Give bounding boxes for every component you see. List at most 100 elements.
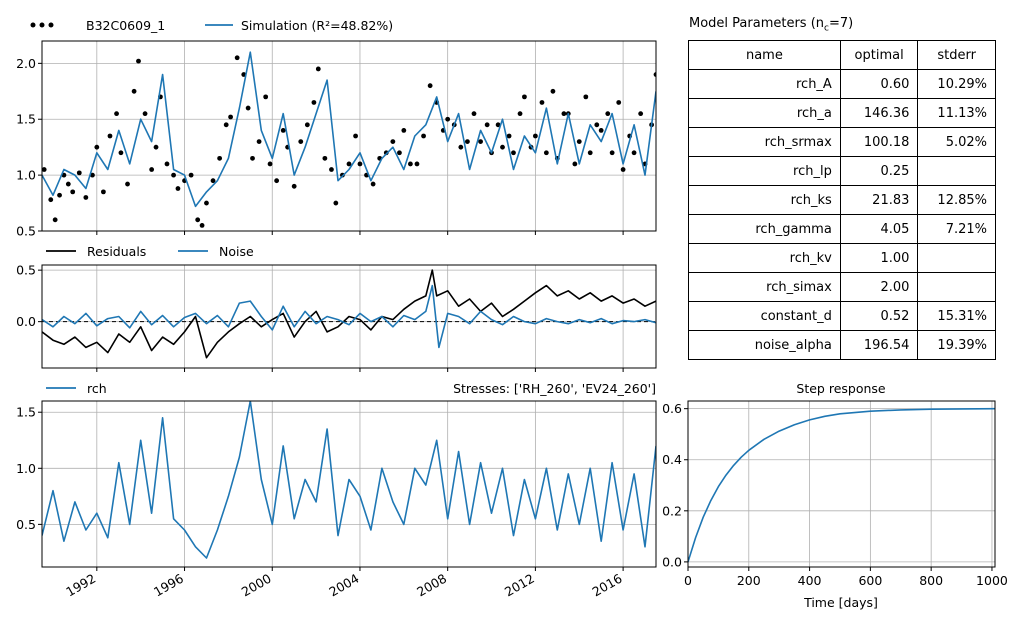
panel-residuals: 0.0 0.5	[16, 263, 657, 372]
tick-label-x: 2004	[326, 571, 361, 600]
tick-label-x: 2008	[414, 571, 449, 600]
data-point	[188, 172, 194, 178]
series-line	[42, 51, 656, 208]
series-group	[42, 401, 656, 559]
tick-label-x: 2000	[239, 571, 274, 600]
tick-label-x: 600	[858, 573, 882, 588]
contribution-legend: rch Stresses: ['RH_260', 'EV24_260']	[46, 381, 656, 396]
param-name: rch_lp	[688, 156, 841, 186]
param-stderr	[917, 272, 996, 302]
data-point	[408, 161, 413, 167]
series-line	[42, 401, 656, 559]
data-point	[280, 128, 286, 133]
param-stderr: 7.21%	[917, 214, 996, 244]
data-point	[511, 150, 516, 156]
data-point	[223, 122, 229, 128]
legend-label-observed: B32C0609_1	[86, 18, 165, 33]
data-point	[458, 144, 464, 150]
param-optimal: 4.05	[839, 214, 919, 244]
data-point	[256, 139, 262, 144]
param-stderr: 10.29%	[917, 69, 996, 99]
table-row: rch_ks 21.83 12.85%	[688, 185, 996, 215]
tick-label-x: 2012	[502, 571, 537, 600]
data-point	[65, 181, 71, 187]
table-row: rch_kv 1.00	[688, 243, 996, 273]
tick-label-y: 0.5	[16, 517, 36, 532]
param-optimal: 0.60	[839, 69, 919, 99]
series-line	[42, 284, 656, 349]
data-point	[478, 139, 483, 144]
data-point	[576, 139, 582, 144]
data-point	[357, 161, 363, 167]
table-row: rch_A 0.60 10.29%	[688, 69, 996, 99]
data-point	[311, 100, 317, 105]
table-row: rch_srmax 100.18 5.02%	[688, 127, 996, 157]
param-optimal: 196.54	[839, 330, 919, 360]
tick-label-x: 1996	[151, 571, 186, 600]
tick-label-x: 200	[737, 573, 761, 588]
tick-label-x: 1992	[63, 571, 98, 600]
data-point	[397, 150, 402, 156]
data-point	[175, 186, 181, 191]
data-point	[517, 111, 523, 117]
legend-marker-observed	[30, 22, 36, 28]
series-group	[42, 51, 656, 228]
data-point	[195, 217, 201, 223]
data-point	[471, 111, 477, 117]
data-point	[543, 150, 549, 156]
data-point	[70, 189, 76, 195]
data-point	[500, 144, 505, 150]
data-point	[561, 111, 567, 117]
parameters-table-title: Model Parameters (nc=7)	[689, 16, 854, 34]
param-name: noise_alpha	[688, 330, 841, 360]
data-point	[298, 139, 304, 144]
data-point	[572, 161, 578, 167]
param-stderr: 15.31%	[917, 301, 996, 331]
column-header-stderr: stderr	[917, 40, 996, 70]
data-point	[587, 150, 593, 156]
data-point	[107, 133, 113, 139]
legend-marker-observed	[48, 22, 54, 28]
data-point	[94, 144, 100, 150]
data-point	[609, 150, 615, 156]
data-point	[118, 150, 124, 156]
legend-label-noise: Noise	[219, 244, 254, 259]
data-point	[333, 200, 339, 206]
tick-label-y: 0.0	[16, 314, 36, 329]
legend-marker-observed	[39, 22, 45, 28]
data-point	[616, 100, 622, 105]
tick-label-y: 0.4	[662, 452, 682, 467]
tick-label-y: 0.6	[662, 401, 682, 416]
param-name: rch_simax	[688, 272, 841, 302]
param-optimal: 21.83	[839, 185, 919, 215]
data-point	[114, 111, 119, 117]
data-point	[304, 122, 310, 128]
data-point	[48, 197, 54, 203]
step-response-xlabel: Time [days]	[803, 595, 878, 610]
data-point	[149, 167, 155, 172]
data-point	[445, 116, 451, 122]
data-point	[620, 167, 626, 172]
table-row: constant_d 0.52 15.31%	[688, 301, 996, 331]
param-name: rch_gamma	[688, 214, 841, 244]
param-name: rch_srmax	[688, 127, 841, 157]
param-optimal: 2.00	[839, 272, 919, 302]
data-point	[263, 94, 269, 100]
data-point	[421, 133, 426, 139]
data-point	[353, 133, 358, 139]
data-point	[125, 181, 130, 187]
data-point	[465, 139, 470, 144]
data-point	[131, 88, 137, 94]
data-point	[245, 105, 251, 111]
data-point	[631, 150, 637, 156]
legend-label-simulation: Simulation (R²=48.82%)	[241, 18, 393, 33]
tick-label-x: 400	[798, 573, 822, 588]
data-point	[550, 88, 556, 94]
param-stderr: 11.13%	[917, 98, 996, 128]
data-point	[217, 155, 223, 161]
param-name: rch_a	[688, 98, 841, 128]
legend-label-residuals: Residuals	[87, 244, 146, 259]
data-point	[322, 155, 328, 161]
data-point	[42, 167, 47, 172]
